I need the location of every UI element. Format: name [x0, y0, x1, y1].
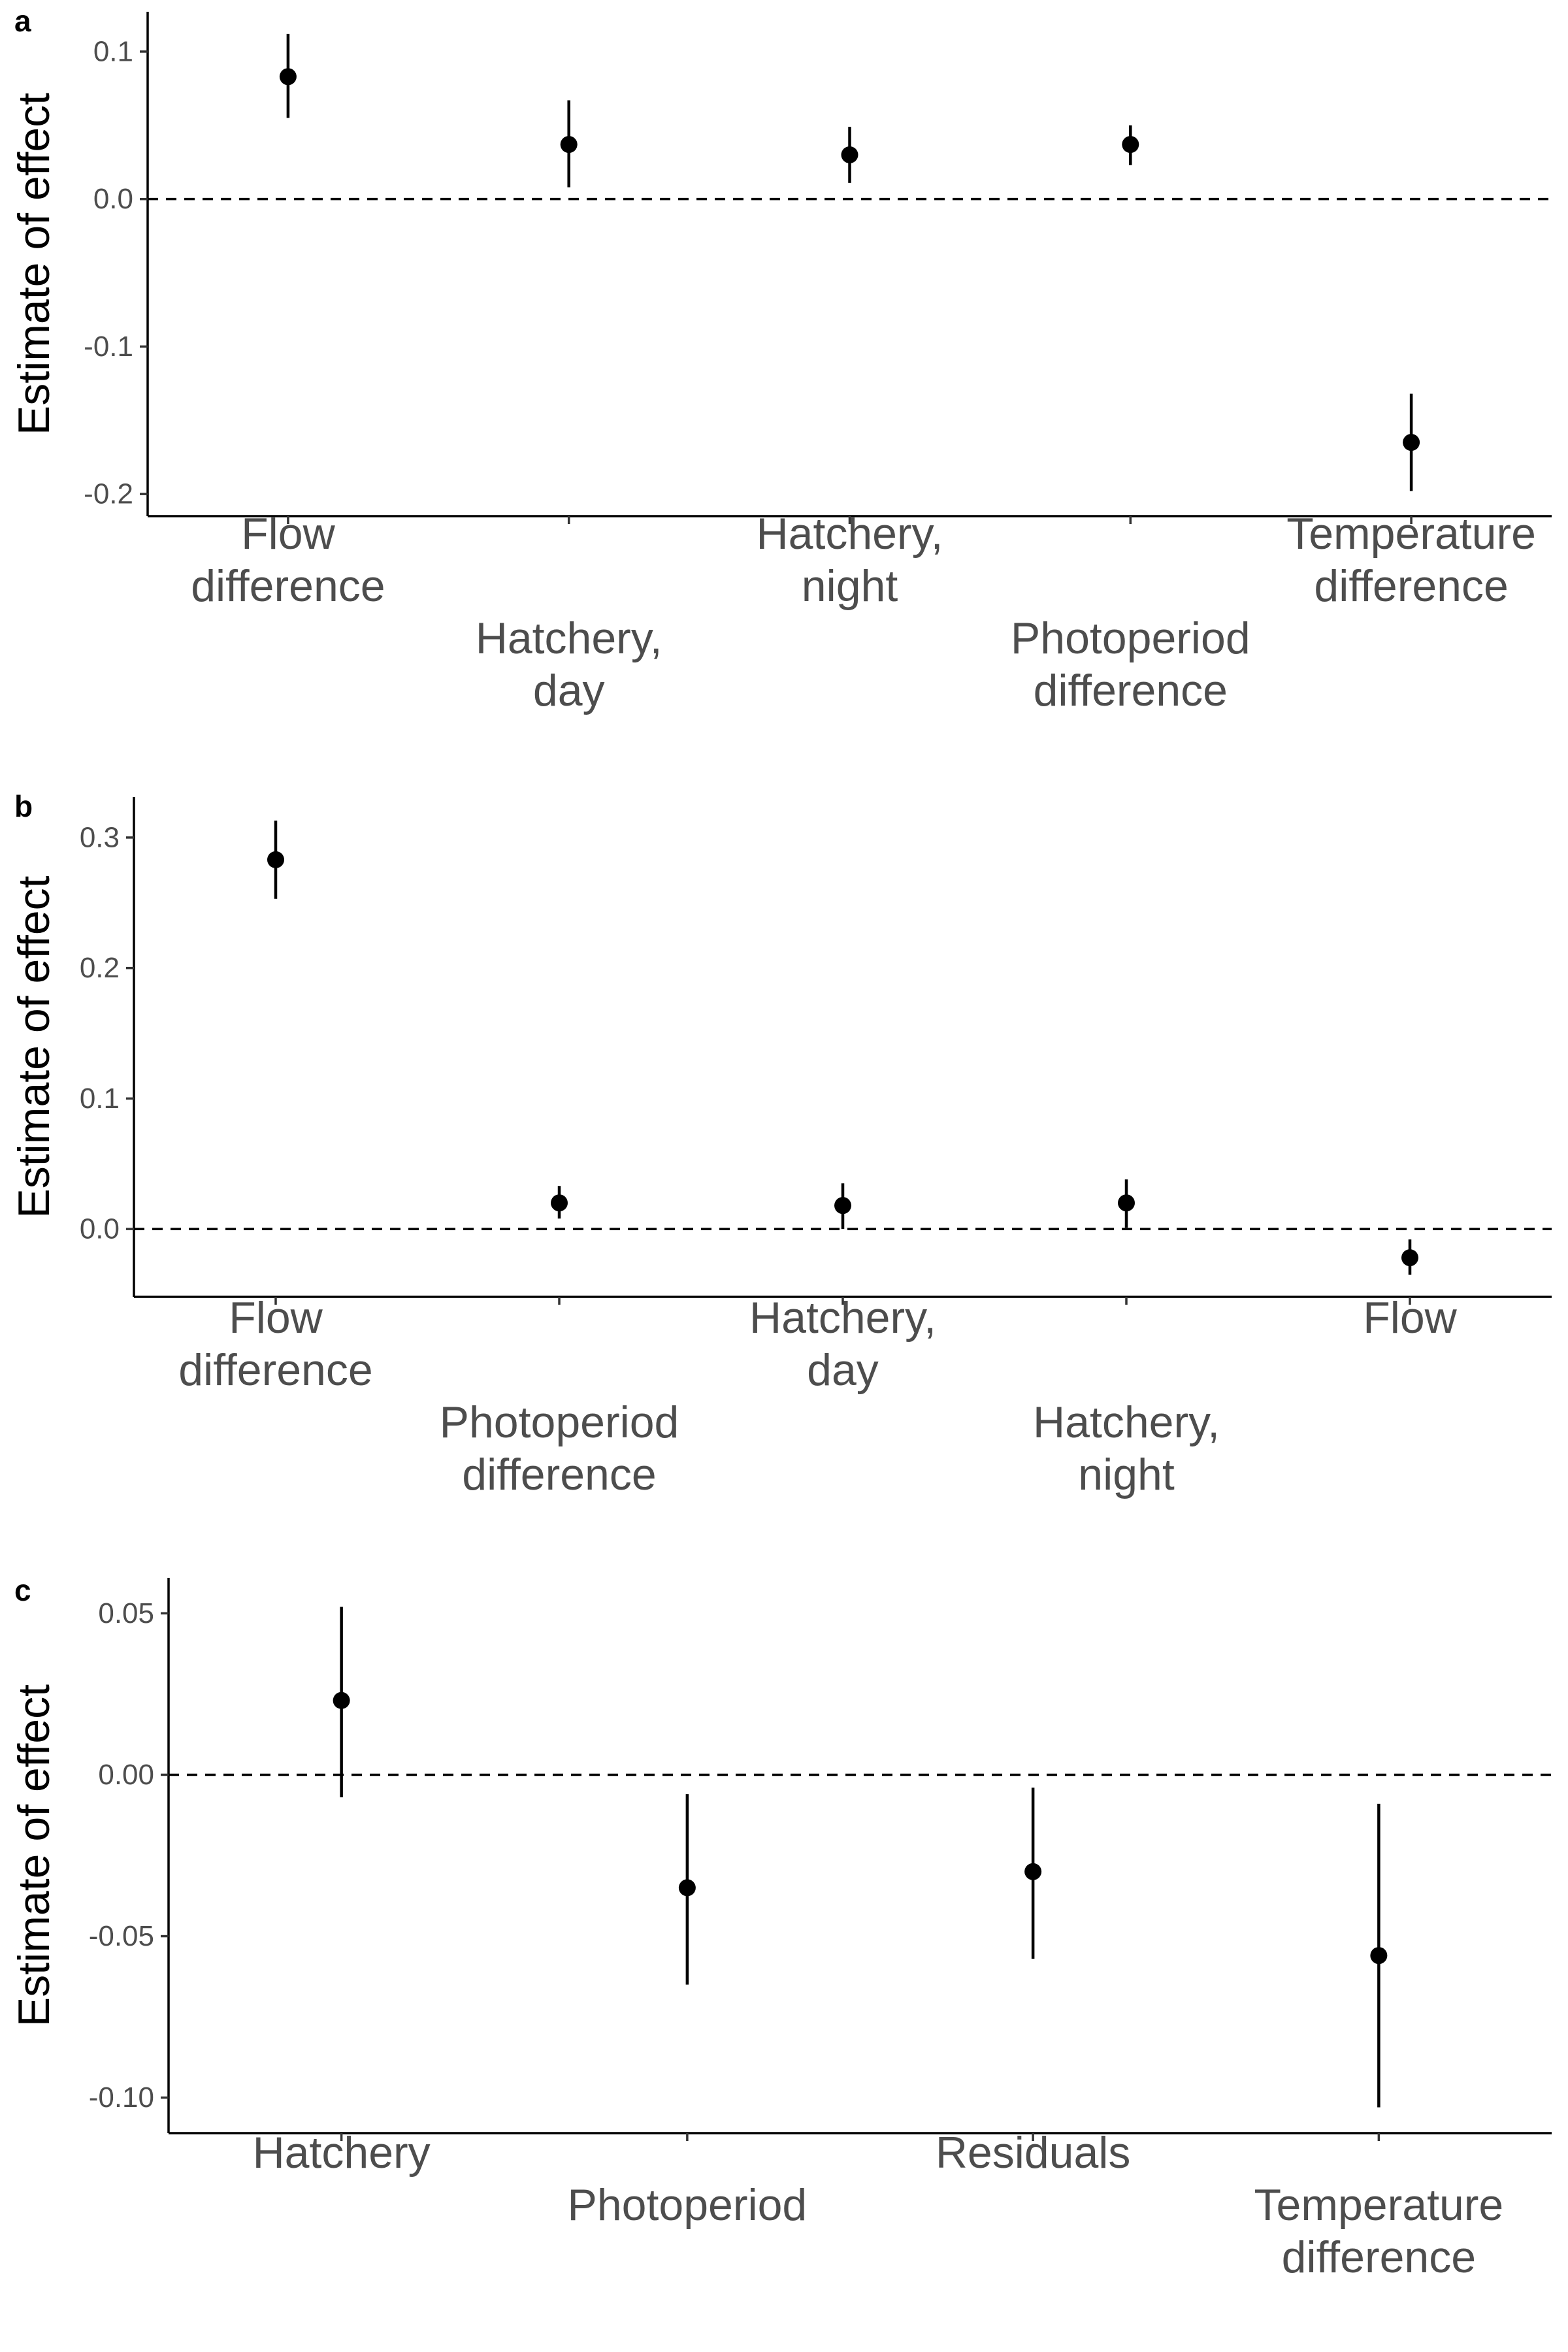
- x-tick-label-line: night: [1078, 1450, 1175, 1499]
- x-tick-label-line: Hatchery,: [476, 613, 662, 663]
- x-tick-label-line: day: [807, 1345, 879, 1395]
- x-tick-label-line: Hatchery,: [757, 509, 943, 559]
- point-estimate: [1401, 1249, 1418, 1267]
- x-tick-label-line: Residuals: [936, 2128, 1131, 2178]
- x-tick-label-line: Temperature: [1286, 509, 1536, 559]
- x-tick-label-line: difference: [191, 561, 385, 611]
- y-tick-label: 0.0: [93, 183, 133, 215]
- y-tick-label: -0.1: [84, 331, 133, 363]
- y-tick-label: -0.10: [89, 2082, 154, 2114]
- point-estimate: [1122, 136, 1139, 154]
- x-tick-label-line: Flow: [229, 1293, 323, 1343]
- x-tick-label-line: difference: [178, 1345, 372, 1395]
- x-tick-label: Photoperiod: [568, 2180, 808, 2230]
- point-estimate: [333, 1691, 350, 1709]
- x-tick-label-line: night: [802, 561, 898, 611]
- x-tick-label: Temperature difference: [1286, 509, 1536, 611]
- x-tick-label-line: Hatchery: [253, 2128, 431, 2178]
- y-axis-title: Estimate of effect: [9, 93, 59, 435]
- x-tick-label-line: Hatchery,: [1033, 1397, 1220, 1447]
- point-estimate: [841, 146, 858, 163]
- point-estimate: [834, 1197, 851, 1215]
- y-tick-label: 0.0: [80, 1213, 120, 1245]
- point-estimate: [678, 1879, 696, 1897]
- chart-panel-c: c Estimate of effect 0.05 0.00 -0.05 -0.10 Hat…: [9, 1573, 1552, 2282]
- point-estimate: [267, 851, 284, 868]
- x-tick-label-line: difference: [1282, 2232, 1476, 2282]
- x-tick-label: Flow: [1363, 1293, 1457, 1343]
- x-tick-label-line: difference: [462, 1450, 656, 1499]
- x-tick-label-line: Temperature: [1254, 2180, 1504, 2230]
- x-tick-label: Flow difference: [178, 1293, 372, 1395]
- x-tick-label-line: difference: [1314, 561, 1508, 611]
- x-tick-label-line: Flow: [241, 509, 335, 559]
- y-tick-label: 0.1: [93, 35, 133, 67]
- x-tick-label-line: difference: [1034, 666, 1228, 715]
- x-tick-label: Hatchery, day: [749, 1293, 936, 1395]
- y-tick-label: 0.3: [80, 821, 120, 853]
- x-tick-label-line: Photoperiod: [568, 2180, 808, 2230]
- point-estimate: [279, 68, 297, 86]
- point-estimate: [1024, 1863, 1042, 1880]
- y-tick-label: -0.05: [89, 1920, 154, 1952]
- x-tick-label-line: Photoperiod: [440, 1397, 679, 1447]
- y-axis-title: Estimate of effect: [9, 875, 59, 1218]
- x-tick-label-line: Photoperiod: [1011, 613, 1250, 663]
- x-tick-label: Photoperiod difference: [1011, 613, 1250, 715]
- point-estimate: [1403, 434, 1420, 451]
- y-tick-label: 0.00: [98, 1759, 154, 1791]
- x-tick-label-line: day: [533, 666, 605, 715]
- x-tick-label: Hatchery, day: [476, 613, 662, 715]
- panel-letter: c: [14, 1573, 31, 1607]
- point-estimate: [1118, 1194, 1135, 1212]
- y-tick-label: 0.05: [98, 1597, 154, 1629]
- x-tick-label-line: Flow: [1363, 1293, 1457, 1343]
- x-tick-label: Flow difference: [191, 509, 385, 611]
- y-tick-label: 0.1: [80, 1083, 120, 1115]
- x-tick-label: Photoperiod difference: [440, 1397, 679, 1499]
- point-estimate: [560, 136, 578, 154]
- x-tick-label-line: Hatchery,: [749, 1293, 936, 1343]
- x-tick-label: Hatchery, night: [1033, 1397, 1220, 1499]
- point-estimate: [551, 1194, 568, 1212]
- x-tick-label: Hatchery, night: [757, 509, 943, 611]
- x-tick-label: Residuals: [936, 2128, 1131, 2178]
- panel-letter: b: [14, 789, 33, 823]
- y-axis-title: Estimate of effect: [9, 1684, 59, 2027]
- x-tick-label: Hatchery: [253, 2128, 431, 2178]
- point-estimate: [1370, 1947, 1388, 1965]
- panel-letter: a: [14, 4, 31, 38]
- x-tick-label: Temperature difference: [1254, 2180, 1504, 2282]
- y-tick-label: -0.2: [84, 478, 133, 510]
- y-tick-label: 0.2: [80, 952, 120, 984]
